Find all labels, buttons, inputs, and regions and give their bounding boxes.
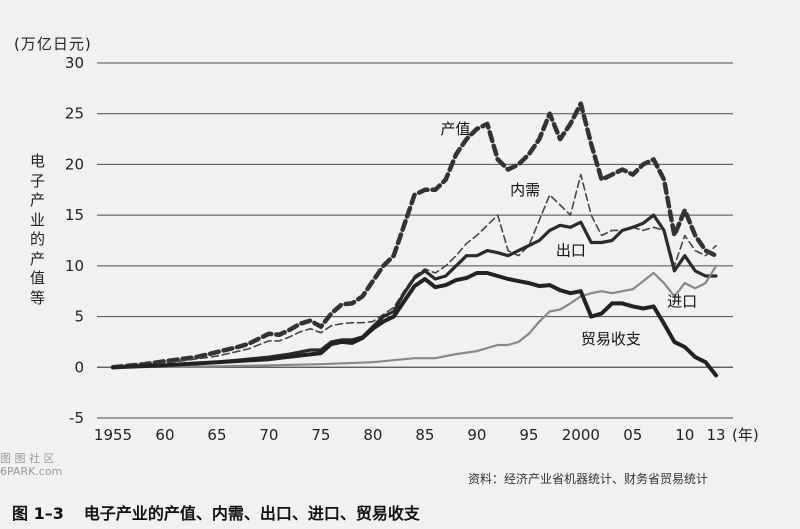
- caption-text: 电子产业的产值、内需、出口、进口、贸易收支: [83, 504, 420, 523]
- y-tick-label: 5: [74, 308, 84, 326]
- x-tick-label: 60: [155, 426, 174, 444]
- y-tick-label: 10: [65, 257, 84, 275]
- x-tick-labels: 1955 60 65 70 75 80 85 90 95 2000 05 10 13 (年): [94, 426, 759, 444]
- y-tick-labels: -5 0 5 10 15 20 25 30: [65, 54, 84, 427]
- series-line-3: [111, 213, 718, 369]
- series-line-4: [111, 264, 718, 369]
- annotation-label: 内需: [510, 181, 540, 199]
- y-tick-label: 25: [65, 105, 84, 123]
- y-axis-label: 电子产业的产值等: [30, 152, 46, 307]
- x-tick-label: 65: [207, 426, 226, 444]
- x-tick-label: 95: [519, 426, 538, 444]
- x-tick-label: 10: [675, 426, 694, 444]
- figure-number: 图 1–3: [12, 504, 64, 523]
- watermark-line2: 6PARK.com: [0, 465, 63, 478]
- y-tick-label: -5: [69, 409, 84, 427]
- y-tick-label: 15: [65, 206, 84, 224]
- x-tick-label: 2000: [562, 426, 600, 444]
- x-tick-label: 85: [415, 426, 434, 444]
- source-note: 资料：经济产业省机器统计、财务省贸易统计: [468, 472, 709, 486]
- series-line-5: [111, 271, 718, 378]
- annotation-label: 产值: [440, 120, 470, 138]
- annotation-label: 出口: [556, 242, 586, 260]
- x-tick-label: 1955: [94, 426, 132, 444]
- watermark-logo: 图 图 社 区 6PARK.com: [0, 452, 62, 478]
- x-tick-label: 90: [467, 426, 486, 444]
- series-line-1: [110, 101, 719, 370]
- x-tick-label: 70: [259, 426, 278, 444]
- x-unit-label: (年): [732, 426, 759, 444]
- y-tick-label: 20: [65, 155, 84, 173]
- watermark-line1: 图 图 社 区: [0, 452, 55, 465]
- figure-caption: 图 1–3 电子产业的产值、内需、出口、进口、贸易收支: [12, 500, 420, 524]
- y-unit-label: (万亿日元): [14, 35, 92, 53]
- annotation-label: 进口: [667, 292, 697, 310]
- series-lines: [110, 101, 719, 378]
- x-tick-label: 13: [706, 426, 725, 444]
- annotation-label: 贸易收支: [581, 330, 641, 348]
- y-tick-label: 30: [65, 54, 84, 72]
- x-tick-label: 75: [311, 426, 330, 444]
- x-tick-label: 05: [623, 426, 642, 444]
- x-tick-label: 80: [363, 426, 382, 444]
- y-tick-label: 0: [74, 358, 84, 376]
